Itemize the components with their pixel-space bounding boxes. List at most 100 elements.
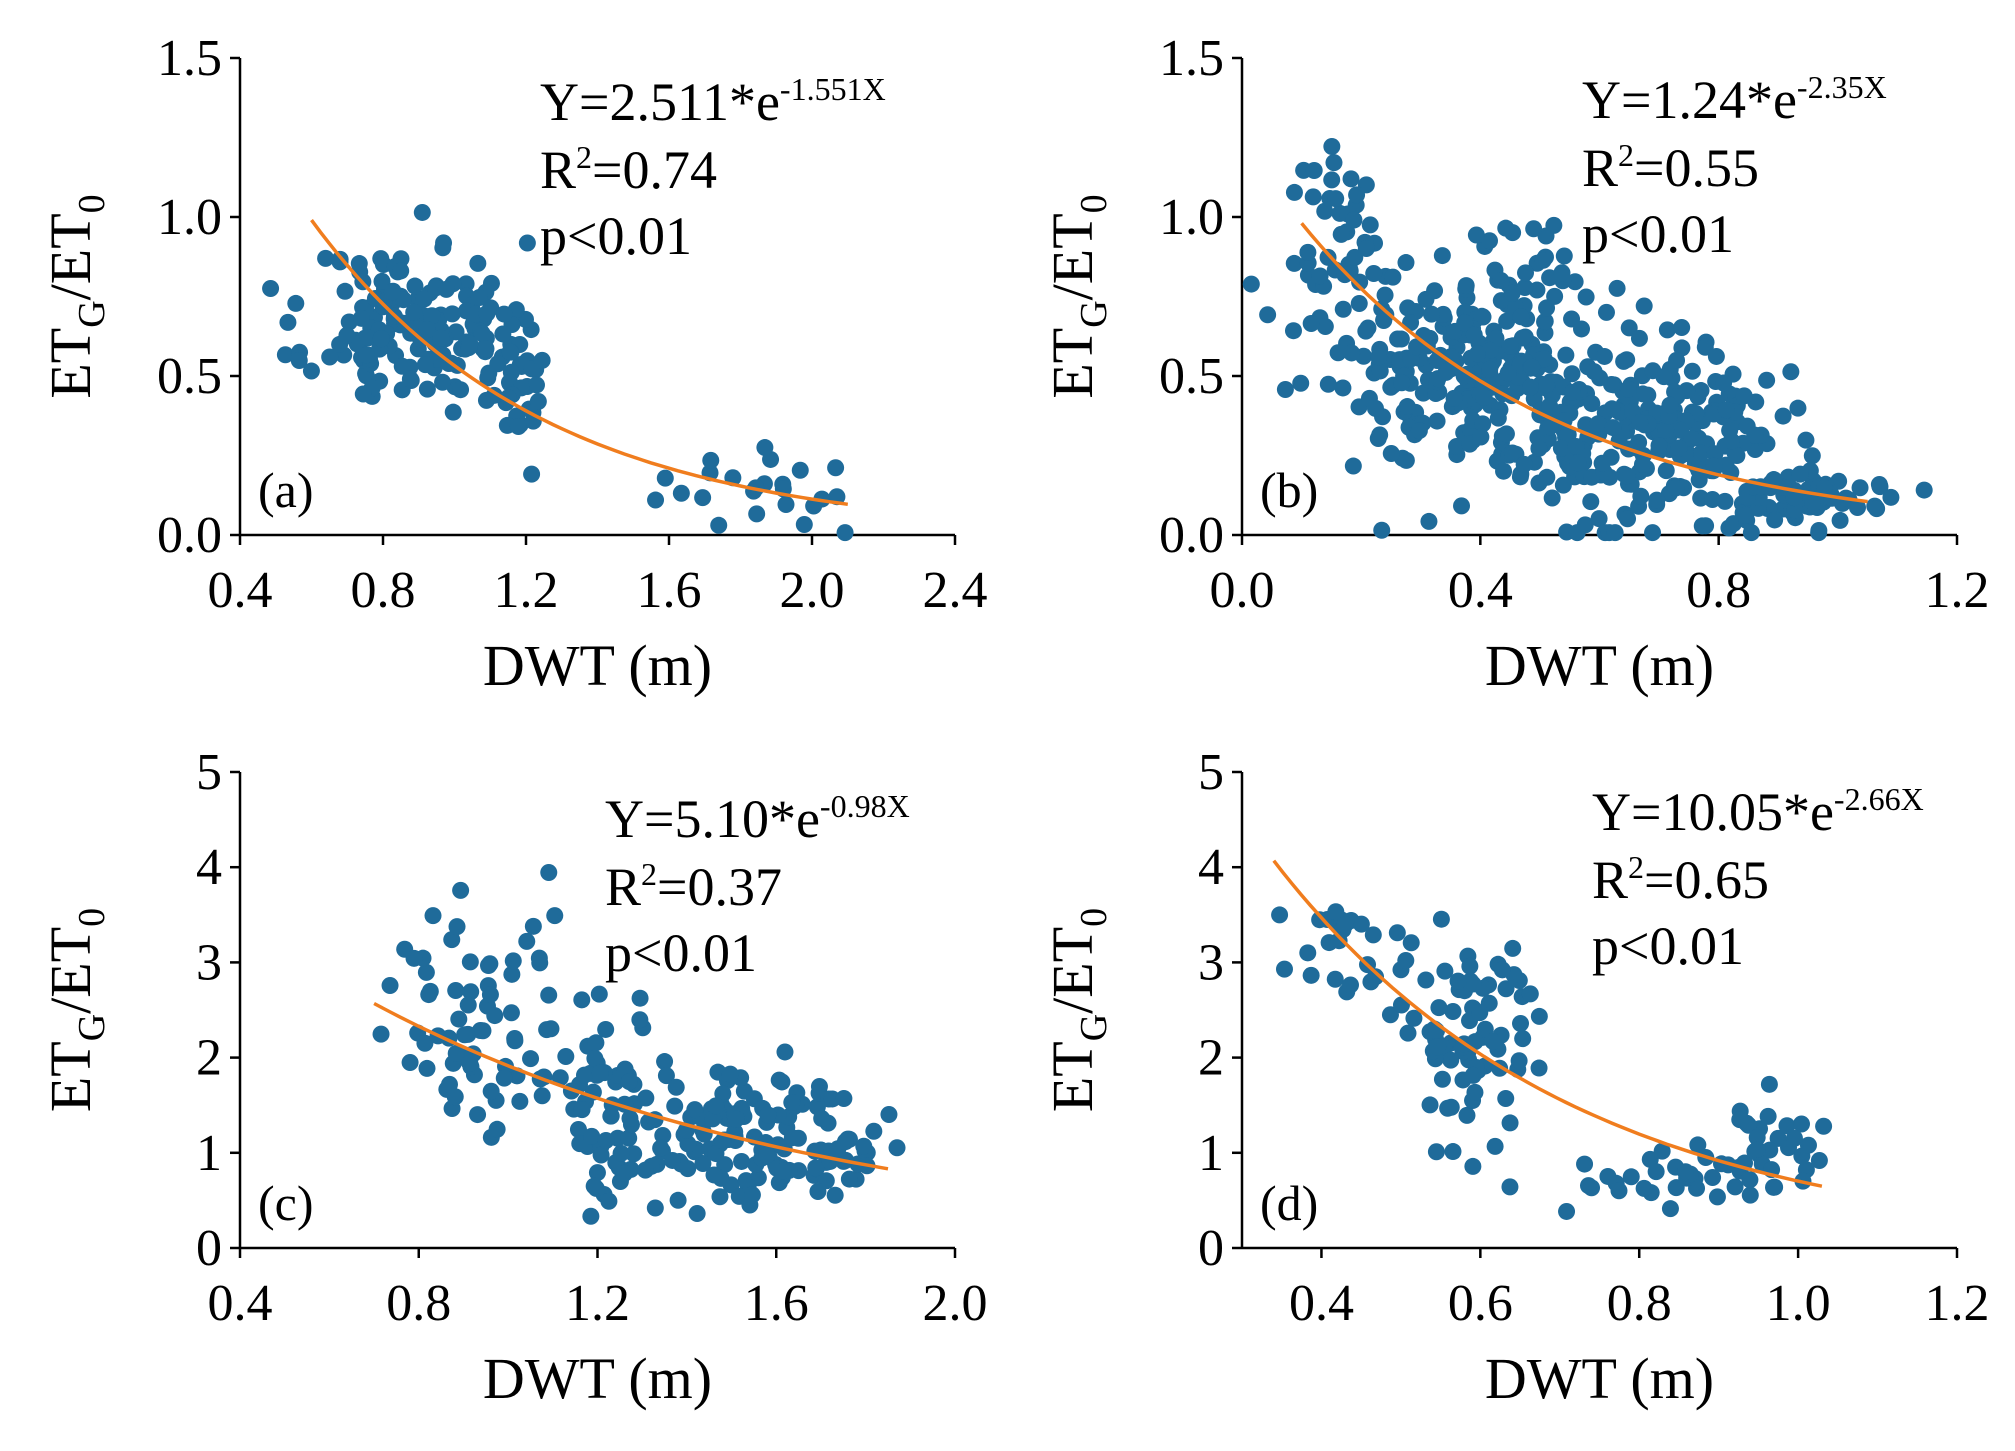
panel-a-data-point	[354, 385, 372, 403]
panel-a-data-point	[702, 451, 720, 469]
panel-a-points	[262, 203, 854, 542]
panel-d-x-tick-label: 0.4	[1289, 1275, 1354, 1332]
panel-b-data-point	[1492, 271, 1510, 289]
panel-b-data-point	[1673, 318, 1691, 336]
panel-b-data-point	[1683, 362, 1701, 380]
panel-a-data-point	[656, 469, 674, 487]
panel-c-data-point	[707, 1097, 725, 1115]
panel-d-data-point	[1442, 1051, 1460, 1069]
panel-c-data-point	[474, 1022, 492, 1040]
panel-a-data-point	[494, 325, 512, 343]
panel-b-data-point	[1535, 350, 1553, 368]
panel-b-data-point	[1697, 517, 1715, 535]
panel-d-data-point	[1610, 1182, 1628, 1200]
panel-c-data-point	[657, 1067, 675, 1085]
panel-d-x-tick-label: 0.8	[1607, 1275, 1672, 1332]
panel-d-data-point	[1759, 1107, 1777, 1125]
panel-c-data-point	[666, 1097, 684, 1115]
panel-a-data-point	[392, 262, 410, 280]
panel-d: 0 1 2 3 4 5 0.4 0.6 0.8 1.0 1.2 DWT (m) ETG/ET0 Y=10.…	[1040, 744, 1990, 1411]
panel-a-data-point	[756, 439, 774, 457]
panel-b-data-point	[1791, 465, 1809, 483]
panel-a-data-point	[287, 294, 305, 312]
panel-b-y-tick-label: 1.5	[1159, 30, 1224, 87]
panel-b-data-point	[1705, 405, 1723, 423]
panel-d-data-point	[1815, 1117, 1833, 1135]
panel-b-data-point	[1851, 479, 1869, 497]
panel-d-data-point	[1341, 976, 1359, 994]
panel-a-x-tick-label: 2.0	[780, 562, 845, 619]
panel-c-x-tick-label: 0.8	[386, 1275, 451, 1332]
panel-c-data-point	[591, 1064, 609, 1082]
panel-b-data-point	[1481, 360, 1499, 378]
panel-b-data-point	[1618, 467, 1636, 485]
panel-d-data-point	[1464, 975, 1482, 993]
panel-c-data-point	[569, 1120, 587, 1138]
panel-b-data-point	[1525, 220, 1543, 238]
panel-a-data-point	[359, 329, 377, 347]
panel-c-data-point	[456, 1026, 474, 1044]
panel-c-data-point	[372, 1025, 390, 1043]
panel-c-data-point	[835, 1090, 853, 1108]
panel-b-data-point	[1434, 305, 1452, 323]
panel-c-data-point	[679, 1135, 697, 1153]
panel-d-x-axis-title: DWT (m)	[1485, 1346, 1714, 1411]
panel-a-fit-curve	[310, 219, 849, 507]
panel-b-data-point	[1683, 430, 1701, 448]
panel-b-data-point	[1657, 421, 1675, 439]
panel-b-data-point	[1499, 364, 1517, 382]
panel-c-data-point	[620, 1073, 638, 1091]
panel-d-data-point	[1427, 1143, 1445, 1161]
panel-b-data-point	[1868, 500, 1886, 518]
panel-b-label: (b)	[1260, 462, 1318, 518]
panel-c-data-point	[522, 1050, 540, 1068]
panel-a-data-point	[350, 255, 368, 273]
panel-a-data-point	[415, 290, 433, 308]
panel-c-data-point	[631, 989, 649, 1007]
panel-a-data-point	[748, 505, 766, 523]
panel-c-data-point	[774, 1162, 792, 1180]
panel-c-data-point	[424, 907, 442, 925]
panel-b-data-point	[1696, 338, 1714, 356]
panel-b-data-point	[1325, 154, 1343, 172]
panel-b-data-point	[1414, 384, 1432, 402]
panel-c-data-point	[405, 949, 423, 967]
panel-b-data-point	[1538, 376, 1556, 394]
panel-b-data-point	[1577, 416, 1595, 434]
panel-c-data-point	[636, 1161, 654, 1179]
panel-a-data-point	[418, 321, 436, 339]
panel-a-data-point	[372, 330, 390, 348]
panel-b-data-point	[1276, 381, 1294, 399]
panel-c-y-tick-label: 3	[196, 934, 222, 991]
panel-d-label: (d)	[1260, 1175, 1318, 1231]
panel-d-data-point	[1579, 1177, 1597, 1195]
panel-d-data-point	[1760, 1075, 1778, 1093]
panel-a-y-tick-label: 1.5	[157, 30, 222, 87]
panel-d-data-point	[1461, 957, 1479, 975]
panel-b-data-point	[1311, 267, 1329, 285]
panel-c-data-point	[826, 1186, 844, 1204]
panel-c-data-point	[809, 1183, 827, 1201]
panel-a: 0.0 0.5 1.0 1.5 0.4 0.8 1.2 1.6 2.0 2.4 DWT (m) ETG…	[38, 30, 988, 698]
panel-c-data-point	[573, 1101, 591, 1119]
panel-c: 0 1 2 3 4 5 0.4 0.8 1.2 1.6 2.0 DWT (m) ETG/ET0 Y=5.1…	[38, 744, 988, 1411]
panel-a-data-point	[477, 340, 495, 358]
panel-b-data-point	[1706, 445, 1724, 463]
panel-d-data-point	[1726, 1178, 1744, 1196]
panel-b-data-point	[1742, 524, 1760, 542]
panel-c-data-point	[506, 1029, 524, 1047]
panel-d-data-point	[1471, 1004, 1489, 1022]
panel-c-data-point	[417, 963, 435, 981]
panel-b-data-point	[1503, 284, 1521, 302]
panel-d-y-tick-label: 4	[1198, 839, 1224, 896]
panel-b-data-point	[1521, 378, 1539, 396]
panel-d-data-point	[1647, 1163, 1665, 1181]
panel-c-y-tick-label: 4	[196, 839, 222, 896]
panel-d-data-point	[1521, 985, 1539, 1003]
panel-c-data-point	[587, 1034, 605, 1052]
panel-d-data-point	[1810, 1151, 1828, 1169]
panel-c-data-point	[576, 1066, 594, 1084]
panel-c-data-point	[459, 996, 477, 1014]
panel-b-data-point	[1332, 225, 1350, 243]
panel-b-data-point	[1481, 232, 1499, 250]
